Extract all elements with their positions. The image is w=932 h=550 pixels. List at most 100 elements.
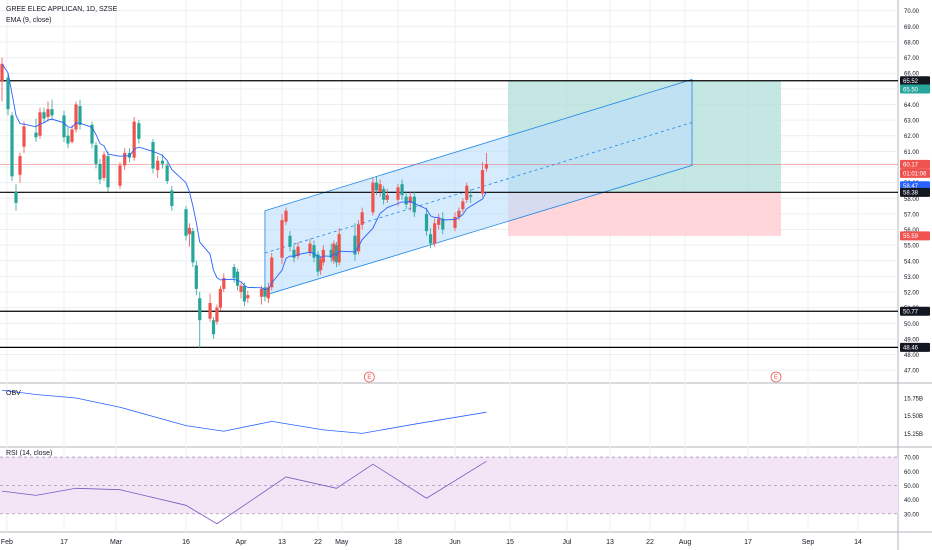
candle-body [404, 196, 408, 205]
candle-body [270, 257, 274, 288]
time-tick-label: Aug [679, 539, 692, 546]
candle-body [469, 195, 473, 197]
candle-body [319, 259, 323, 271]
price-tick-label: 61.00 [904, 150, 920, 156]
candle-body [296, 246, 300, 257]
candle-body [378, 184, 382, 192]
candle-body [62, 115, 66, 138]
candle-body [480, 170, 485, 194]
price-tick-label: 62.00 [904, 134, 920, 140]
price-tick-label: 63.00 [904, 119, 920, 125]
candle-body [408, 196, 412, 203]
earnings-marker [363, 371, 375, 383]
candle-body [156, 160, 160, 171]
price-tick-label: 54.00 [904, 259, 920, 265]
candle-body [208, 302, 212, 319]
price-label-badge [900, 342, 930, 352]
price-label-badge [900, 84, 930, 94]
candle-body [385, 195, 389, 200]
candle-body [170, 190, 174, 207]
candle-body [292, 249, 296, 258]
candle-body [194, 265, 198, 289]
time-tick-label: 16 [182, 539, 190, 546]
time-tick-label: Feb [1, 539, 13, 546]
price-label-text: 58.38 [903, 191, 919, 197]
price-tick-label: 64.00 [904, 103, 920, 109]
time-tick-label: Sep [802, 539, 815, 546]
price-tick-label: 47.00 [904, 369, 920, 375]
candle-body [160, 160, 165, 164]
candle-body [106, 156, 110, 188]
candle-body [371, 182, 375, 213]
price-label-badge [900, 231, 930, 241]
channel-midline [264, 122, 693, 254]
rsi-legend: RSI (14, close) [6, 450, 52, 457]
candle-body [396, 187, 400, 200]
candle-body [242, 285, 247, 302]
rsi-tick-label: 50.00 [904, 484, 920, 490]
candle-body [50, 109, 54, 116]
candle-body [187, 227, 192, 235]
candle-body [382, 188, 386, 200]
candle-body [34, 132, 38, 138]
price-tick-label: 53.00 [904, 275, 920, 281]
obv-tick-label: 15.75B [904, 397, 923, 403]
price-label-badge [900, 76, 930, 86]
candle-body [98, 163, 102, 180]
candle-body [18, 156, 22, 175]
rsi-tick-label: 30.00 [904, 512, 920, 518]
rsi-tick-label: 70.00 [904, 456, 920, 462]
price-tick-label: 67.00 [904, 56, 920, 62]
candle-body [453, 217, 457, 228]
price-tick-label: 70.00 [904, 9, 920, 15]
candle-body [356, 224, 361, 252]
candle-body [222, 277, 226, 289]
candle-body [10, 115, 14, 177]
candle-body [14, 192, 18, 203]
price-label-text: 65.52 [903, 79, 919, 85]
candle-body [6, 77, 10, 110]
time-tick-label: 15 [506, 539, 514, 546]
candle-body [280, 220, 284, 258]
price-tick-label: 69.00 [904, 25, 920, 31]
candle-body [428, 234, 433, 244]
price-label-text: 50.77 [903, 310, 919, 316]
price-tick-label: 58.00 [904, 197, 920, 203]
candle-body [353, 235, 357, 255]
price-tick-label: 50.00 [904, 322, 920, 328]
obv-tick-label: 15.25B [904, 432, 923, 438]
price-label-badge [900, 168, 930, 178]
time-tick-label: 14 [854, 539, 862, 546]
earnings-marker-label: E [774, 375, 778, 381]
time-tick-label: May [335, 539, 349, 546]
ema-line [1, 63, 487, 291]
rsi-line [1, 461, 487, 525]
time-axis: Feb 17 Mar 16 Apr 13 22 May 18 Jun 15 Jul 13 22 Aug 17 S… [1, 539, 862, 546]
candle-body [400, 184, 404, 196]
candle-body [123, 152, 127, 166]
candle-body [329, 249, 333, 258]
price-label-text: 60.17 [903, 163, 919, 169]
candle-body [374, 182, 379, 191]
time-tick-label: 22 [646, 539, 654, 546]
time-tick-label: 17 [60, 539, 68, 546]
rsi-band [0, 457, 898, 514]
price-tick-label: 68.00 [904, 40, 920, 46]
candle-body [259, 288, 264, 297]
candle-body [312, 245, 316, 258]
ema-legend: EMA (9, close) [6, 17, 52, 24]
candle-body [461, 201, 465, 210]
time-tick-label: Jun [449, 539, 460, 546]
candle-body [215, 307, 219, 322]
time-tick-label: 13 [278, 539, 286, 546]
price-tick-label: 55.00 [904, 244, 920, 250]
candle-body [184, 209, 188, 236]
candle-body [211, 320, 216, 335]
price-tick-label: 48.00 [904, 353, 920, 359]
candle-body [441, 218, 445, 230]
candle-body [132, 121, 136, 158]
price-label-badge [900, 159, 930, 169]
obv-legend: OBV [6, 390, 21, 397]
